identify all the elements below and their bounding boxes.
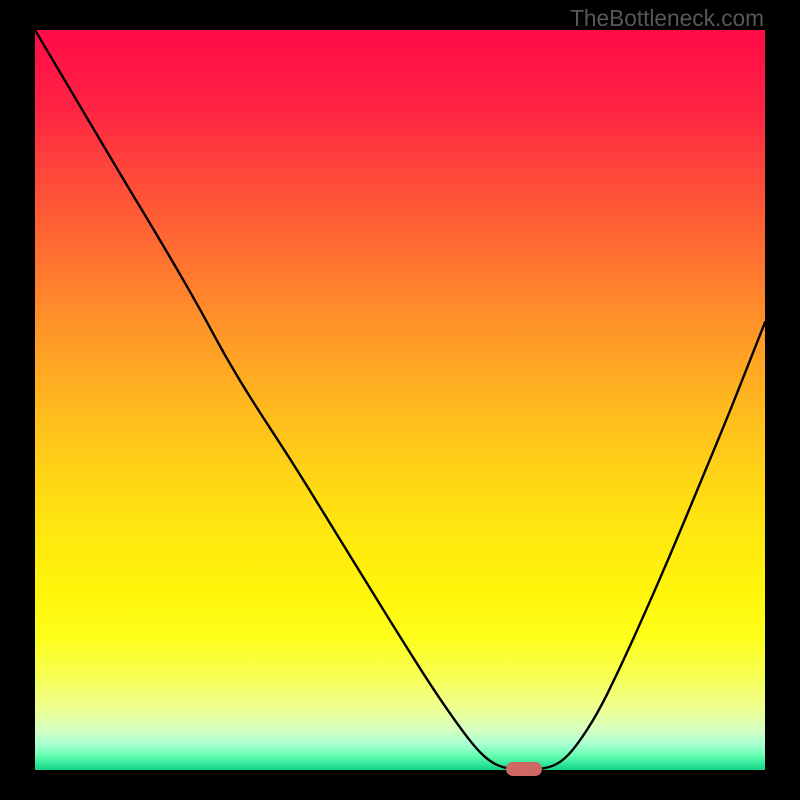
plot-area [35, 30, 765, 770]
watermark-text: TheBottleneck.com [570, 5, 764, 32]
chart-container: TheBottleneck.com [0, 0, 800, 800]
bottleneck-curve [35, 30, 765, 770]
optimal-marker [506, 762, 542, 776]
